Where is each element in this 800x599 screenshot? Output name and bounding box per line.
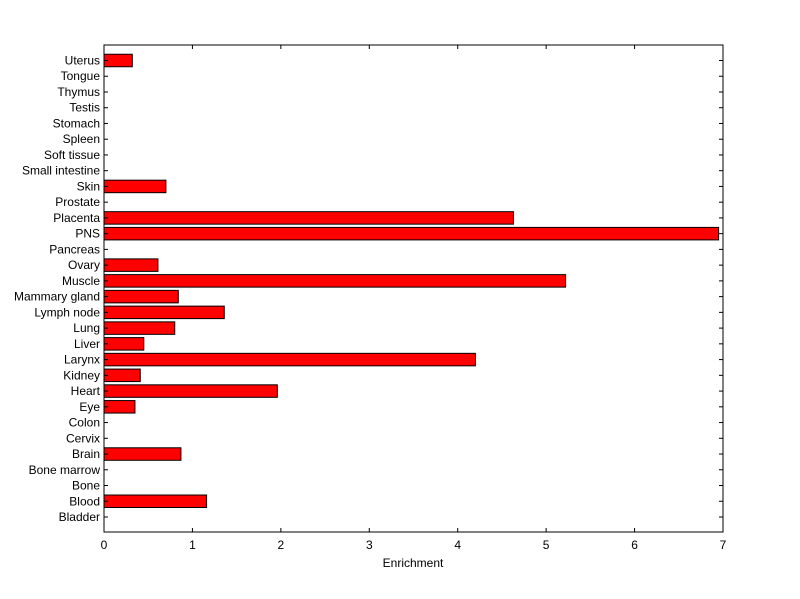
y-tick-label-kidney: Kidney — [63, 368, 100, 382]
y-tick-label-stomach: Stomach — [53, 116, 100, 130]
plot-area-frame — [103, 44, 724, 533]
y-tick-label-testis: Testis — [69, 101, 100, 115]
x-tick-label-4: 4 — [454, 538, 461, 552]
bar-liver — [103, 337, 145, 351]
y-tick-label-tongue: Tongue — [61, 69, 101, 83]
x-tick-label-7: 7 — [720, 538, 727, 552]
y-tick-label-soft-tissue: Soft tissue — [44, 148, 100, 162]
bar-lung — [103, 321, 176, 335]
bar-heart — [103, 384, 278, 398]
x-tick-label-2: 2 — [278, 538, 285, 552]
y-tick-label-ovary: Ovary — [68, 258, 100, 272]
y-tick-label-brain: Brain — [72, 447, 100, 461]
y-tick-label-colon: Colon — [69, 416, 100, 430]
y-tick-label-spleen: Spleen — [63, 132, 100, 146]
y-tick-label-mammary-gland: Mammary gland — [14, 290, 100, 304]
x-tick-label-0: 0 — [101, 538, 108, 552]
y-tick-label-thymus: Thymus — [57, 85, 100, 99]
y-tick-label-bone-marrow: Bone marrow — [29, 463, 101, 477]
y-tick-label-lung: Lung — [73, 321, 100, 335]
x-tick-label-3: 3 — [366, 538, 373, 552]
y-tick-label-liver: Liver — [74, 337, 100, 351]
x-axis-ticks: 0 1 2 3 4 5 6 7 — [101, 45, 727, 552]
x-tick-label-6: 6 — [631, 538, 638, 552]
bar-larynx — [103, 352, 476, 367]
y-tick-label-bone: Bone — [72, 479, 100, 493]
y-tick-label-skin: Skin — [77, 179, 100, 193]
bars-group — [103, 53, 720, 509]
x-tick-label-1: 1 — [189, 538, 196, 552]
y-tick-label-pancreas: Pancreas — [49, 242, 100, 256]
x-tick-label-5: 5 — [543, 538, 550, 552]
x-axis-label: Enrichment — [383, 556, 444, 570]
bar-brain — [103, 447, 182, 461]
y-tick-label-pns: PNS — [75, 227, 100, 241]
bar-kidney — [103, 368, 141, 383]
y-tick-label-muscle: Muscle — [62, 274, 100, 288]
y-tick-label-lymph-node: Lymph node — [34, 305, 100, 319]
y-tick-label-heart: Heart — [71, 384, 101, 398]
bar-placenta — [103, 211, 514, 225]
y-tick-label-prostate: Prostate — [55, 195, 100, 209]
y-tick-label-uterus: Uterus — [65, 54, 100, 68]
bar-muscle — [103, 274, 567, 288]
bar-blood — [103, 494, 208, 509]
y-tick-label-placenta: Placenta — [53, 211, 100, 225]
bar-lymph-node — [103, 305, 225, 320]
y-tick-label-eye: Eye — [79, 400, 100, 414]
y-tick-label-cervix: Cervix — [66, 431, 100, 445]
bar-skin — [103, 179, 167, 194]
y-tick-label-bladder: Bladder — [59, 510, 100, 524]
y-tick-label-blood: Blood — [69, 494, 100, 508]
bar-pns — [103, 226, 720, 241]
y-tick-label-small-intestine: Small intestine — [22, 164, 100, 178]
bar-ovary — [103, 258, 159, 272]
bar-uterus — [103, 53, 133, 68]
bar-mammary-gland — [103, 289, 179, 304]
bar-eye — [103, 400, 136, 414]
y-tick-label-larynx: Larynx — [64, 353, 100, 367]
